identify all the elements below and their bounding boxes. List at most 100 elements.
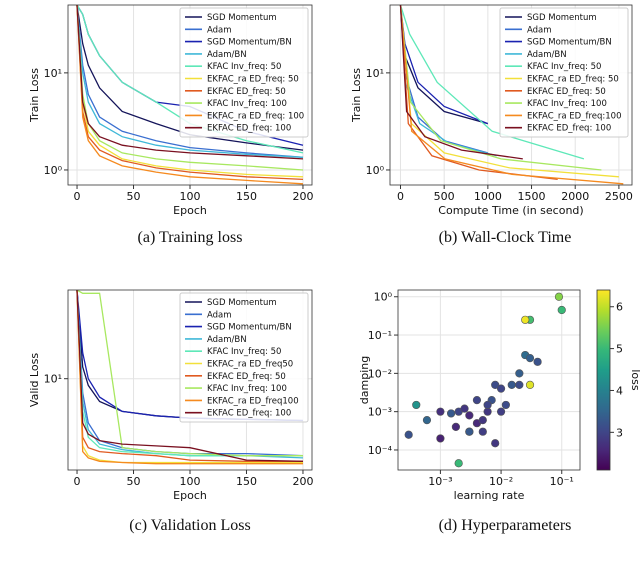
colorbar-tick-label: 3 [616, 426, 623, 439]
legend-label: Adam/BN [527, 50, 567, 60]
x-tick-label: 2500 [605, 190, 633, 203]
scatter-point [525, 354, 535, 363]
legend-label: EKFAC ED_freq: 50 [527, 87, 606, 97]
legend-label: EKFAC ED_freq: 100 [207, 124, 291, 134]
scatter-point [507, 380, 516, 389]
legend-label: SGD Momentum/BN [527, 38, 612, 48]
scatter-point [501, 400, 510, 410]
plot-area [399, 5, 624, 185]
panel: 10⁻³ 10⁻² 10⁻¹ 10⁻⁴ 10⁻³ 10⁻² 10⁻¹ 10⁰ learning … [358, 289, 640, 534]
x-axis-label: Epoch [173, 489, 207, 502]
panel: 0 500 1000 1500 2000 2500 10⁰ 10¹ Compute Time (… [350, 4, 633, 246]
legend-box [179, 292, 309, 423]
scatter-point [533, 357, 542, 366]
x-tick-label: 0 [74, 475, 81, 488]
series-line [76, 5, 304, 151]
scatter-point [465, 427, 474, 436]
legend-label: Adam [207, 25, 232, 35]
x-tick-label: 10⁻¹ [550, 475, 574, 488]
legend-label: EKFAC ED_freq: 100 [527, 124, 611, 134]
series-line [76, 5, 304, 185]
legend: SGD Momentum Adam SGD Momentum/BN Adam/BN KF… [499, 7, 629, 138]
x-tick-label: 500 [434, 190, 455, 203]
scatter-point [491, 439, 500, 448]
scatter-point [446, 409, 456, 418]
axes-frame [67, 289, 313, 471]
legend: SGD Momentum Adam SGD Momentum/BN Adam/BN KF… [179, 292, 309, 423]
scatter-point [554, 292, 564, 301]
colorbar-tick-label: 5 [616, 343, 623, 356]
caption: (c) Validation Loss [129, 517, 250, 534]
legend-label: Adam [207, 310, 232, 320]
y-tick-label: 10⁻² [368, 367, 392, 380]
x-tick-label: 150 [236, 475, 257, 488]
series-line [76, 5, 304, 160]
scatter-point [404, 430, 413, 439]
series-line [76, 5, 304, 158]
caption: (d) Hyperparameters [439, 517, 572, 534]
series-line [76, 290, 304, 462]
legend-box [179, 7, 309, 138]
legend-label: KFAC Inv_freq: 100 [207, 99, 287, 109]
legend-label: KFAC Inv_freq: 50 [207, 62, 281, 72]
y-tick-label: 10¹ [366, 67, 384, 80]
scatter-point [496, 384, 506, 393]
legend-label: Adam [527, 25, 552, 35]
legend-label: EKFAC ED_freq: 50 [207, 87, 286, 97]
legend-label: SGD Momentum/BN [207, 38, 292, 48]
y-tick-label: 10⁰ [366, 164, 385, 177]
legend-label: KFAC Inv_freq: 50 [207, 347, 281, 357]
scatter-point [465, 411, 474, 420]
caption: (a) Training loss [138, 229, 243, 246]
y-tick-label: 10⁰ [374, 291, 393, 304]
scatter-point [460, 404, 469, 413]
plot-area [404, 292, 566, 468]
x-tick-label: 200 [292, 190, 313, 203]
x-tick-label: 0 [397, 190, 404, 203]
legend-label: EKFAC_ra ED_freq: 50 [207, 75, 299, 85]
y-tick-label: 10⁻¹ [368, 329, 392, 342]
legend-label: SGD Momentum [527, 13, 597, 23]
x-tick-label: 10⁻³ [428, 475, 452, 488]
x-tick-label: 0 [74, 190, 81, 203]
colorbar-tick-label: 6 [616, 301, 623, 314]
caption: (b) Wall-Clock Time [439, 229, 572, 246]
series-line [76, 290, 303, 457]
scatter-point [521, 315, 530, 324]
legend: SGD Momentum Adam SGD Momentum/BN Adam/BN KF… [179, 7, 309, 138]
legend-label: Adam/BN [207, 50, 247, 60]
y-tick-label: 10¹ [44, 67, 62, 80]
legend-label: SGD Momentum/BN [207, 323, 292, 333]
plot-area [76, 5, 304, 185]
legend-label: SGD Momentum [207, 298, 277, 308]
x-tick-label: 2000 [561, 190, 589, 203]
x-tick-label: 1000 [474, 190, 502, 203]
legend-label: EKFAC_ra ED_freq: 50 [527, 75, 619, 85]
y-tick-label: 10⁻⁴ [368, 444, 393, 457]
x-axis-label: Epoch [173, 204, 207, 217]
axes-frame [67, 4, 313, 186]
scatter-point [483, 400, 492, 410]
legend-label: EKFAC_ra ED_freq50 [207, 360, 293, 370]
x-axis-label: Compute Time (in second) [438, 204, 583, 217]
y-tick-label: 10⁻³ [368, 406, 392, 419]
colorbar-label: loss [629, 369, 640, 391]
series-line [399, 5, 523, 160]
legend-box [499, 7, 629, 138]
scatter-point [472, 396, 482, 405]
scatter-point [436, 407, 445, 416]
series-line [399, 5, 585, 160]
x-tick-label: 10⁻² [489, 475, 513, 488]
series-line [76, 5, 304, 181]
y-axis-label: Train Loss [28, 68, 41, 123]
scatter-point [422, 416, 432, 425]
x-tick-label: 50 [127, 475, 141, 488]
axes-frame [389, 4, 633, 186]
x-tick-label: 150 [236, 190, 257, 203]
legend-label: Adam/BN [207, 335, 247, 345]
scatter-point [525, 380, 535, 389]
y-axis-label: Valid Loss [28, 353, 41, 407]
axes-frame [397, 289, 581, 471]
scatter-point [478, 427, 487, 436]
